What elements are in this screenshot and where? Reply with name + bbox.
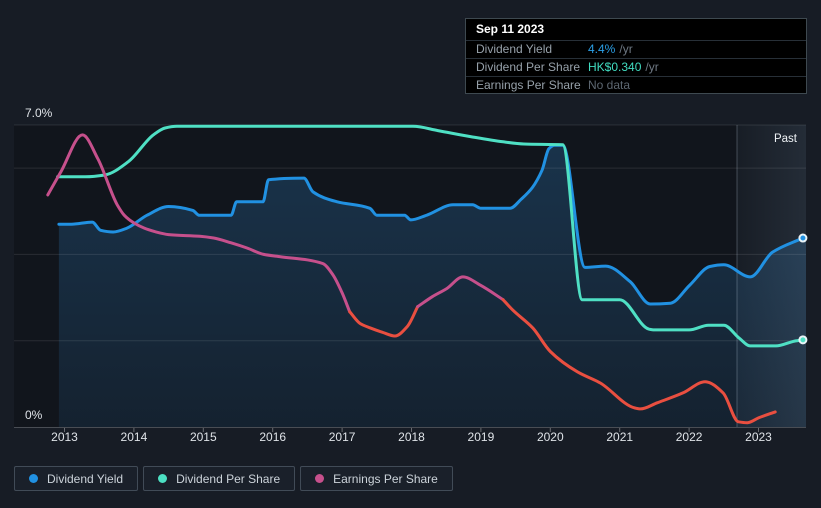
dividend-yield-area	[58, 145, 806, 428]
legend-item-label: Earnings Per Share	[333, 471, 438, 486]
tooltip-row: Earnings Per Share No data	[466, 77, 806, 94]
tooltip: Sep 11 2023 Dividend Yield 4.4%/yr Dividen…	[465, 18, 807, 94]
x-axis-label: 2019	[468, 430, 495, 444]
dividend-yield-line	[57, 143, 805, 306]
legend-dot-icon	[29, 474, 38, 483]
tooltip-row-value: 4.4%	[588, 42, 616, 56]
x-axis-label: 2020	[537, 430, 564, 444]
y-axis-label: 0%	[25, 408, 43, 422]
legend-item-label: Dividend Per Share	[176, 471, 281, 486]
tooltip-row-label: Dividend Per Share	[476, 60, 581, 74]
earnings-per-share-line	[46, 133, 352, 314]
tooltip-row-label: Earnings Per Share	[476, 78, 581, 92]
dividend-per-share-line	[56, 124, 805, 348]
legend: Dividend Yield Dividend Per Share Earnings…	[14, 466, 453, 491]
x-axis-label: 2018	[398, 430, 425, 444]
x-axis-label: 2014	[121, 430, 148, 444]
tooltip-row-unit: /yr	[645, 60, 659, 74]
x-axis-label: 2013	[51, 430, 78, 444]
tooltip-row: Dividend Yield 4.4%/yr	[466, 41, 806, 59]
x-axis-label: 2016	[259, 430, 286, 444]
x-axis-label: 2021	[606, 430, 633, 444]
chart-canvas[interactable]: 2013 2014 2015 2016 2017 2018 2019 2020 2021 2022…	[0, 0, 821, 455]
x-axis-label: 2023	[745, 430, 772, 444]
tooltip-row-value: No data	[588, 78, 631, 92]
dividend-yield-end-dot	[798, 233, 808, 243]
dividend-per-share-end-dot	[798, 335, 808, 345]
tooltip-row-value: HK$0.340	[588, 60, 642, 74]
tooltip-date: Sep 11 2023	[466, 19, 806, 41]
y-axis-label: 7.0%	[25, 106, 53, 120]
legend-item-earnings-per-share[interactable]: Earnings Per Share	[300, 466, 453, 491]
earnings-per-share-line	[501, 298, 777, 425]
past-label: Past	[774, 133, 798, 145]
legend-item-dividend-yield[interactable]: Dividend Yield	[14, 466, 139, 491]
legend-dot-icon	[158, 474, 168, 483]
tooltip-rows: Dividend Yield 4.4%/yr Dividend Per Share H…	[466, 41, 806, 94]
tooltip-row: Dividend Per Share HK$0.340/yr	[466, 59, 806, 77]
earnings-per-share-line	[416, 275, 505, 309]
earnings-per-share-line	[348, 305, 420, 338]
tooltip-row-label: Dividend Yield	[476, 42, 553, 56]
x-axis-label: 2022	[676, 430, 703, 444]
x-axis-label: 2017	[329, 430, 356, 444]
legend-item-label: Dividend Yield	[47, 471, 124, 486]
tooltip-row-unit: /yr	[619, 42, 633, 56]
x-axis-label: 2015	[190, 430, 217, 444]
legend-dot-icon	[315, 474, 325, 483]
legend-item-dividend-per-share[interactable]: Dividend Per Share	[143, 466, 296, 491]
